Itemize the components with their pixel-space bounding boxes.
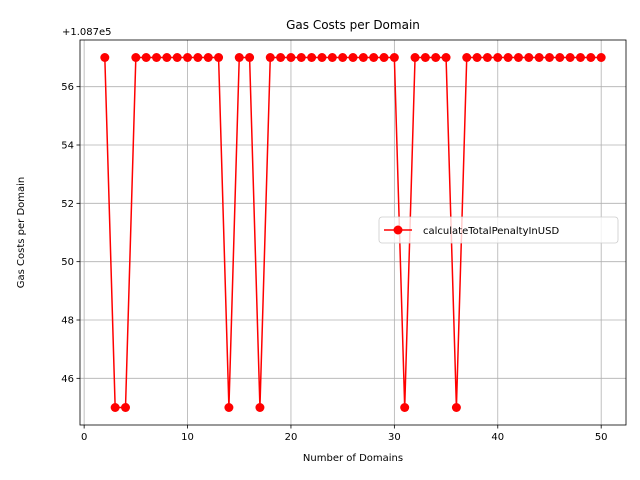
data-point <box>544 53 554 62</box>
y-tick-label: 50 <box>61 257 74 268</box>
legend-entry-label: calculateTotalPenaltyInUSD <box>423 226 559 237</box>
grid <box>80 40 626 425</box>
data-point <box>317 53 327 62</box>
data-point <box>503 53 513 62</box>
data-point <box>482 53 492 62</box>
data-point <box>369 53 379 62</box>
x-tick-label: 10 <box>181 432 194 443</box>
y-tick-label: 52 <box>61 199 74 210</box>
data-point <box>100 53 110 62</box>
data-point <box>586 53 596 62</box>
legend: calculateTotalPenaltyInUSD <box>378 216 619 244</box>
data-point <box>141 53 151 62</box>
y-tick-label: 56 <box>61 82 74 93</box>
data-point <box>451 403 461 412</box>
data-point <box>224 403 234 412</box>
data-point <box>296 53 306 62</box>
legend-swatch-marker <box>393 225 403 235</box>
data-point <box>327 53 337 62</box>
data-point <box>513 53 523 62</box>
data-point <box>152 53 162 62</box>
data-point <box>338 53 348 62</box>
data-point <box>462 53 472 62</box>
data-point <box>431 53 441 62</box>
x-tick-label: 30 <box>388 432 401 443</box>
x-tick-label: 0 <box>81 432 87 443</box>
y-axis-offset-label: +1.087e5 <box>62 27 112 38</box>
data-point <box>348 53 358 62</box>
data-point <box>172 53 182 62</box>
data-point <box>420 53 430 62</box>
data-point <box>389 53 399 62</box>
data-point <box>524 53 534 62</box>
data-point <box>307 53 317 62</box>
series-layer <box>100 53 606 412</box>
legend-box <box>378 216 619 244</box>
x-axis-label: Number of Domains <box>303 453 403 464</box>
data-point <box>441 53 451 62</box>
data-point <box>596 53 606 62</box>
data-point <box>576 53 585 62</box>
data-point <box>183 53 193 62</box>
data-point <box>110 403 120 412</box>
data-point <box>265 53 275 62</box>
data-point <box>379 53 389 62</box>
data-point <box>565 53 575 62</box>
data-point <box>121 403 130 412</box>
data-point <box>234 53 244 62</box>
x-tick-label: 40 <box>491 432 504 443</box>
data-point <box>245 53 255 62</box>
data-point <box>131 53 141 62</box>
data-point <box>203 53 213 62</box>
x-tick-label: 50 <box>595 432 608 443</box>
y-tick-label: 54 <box>61 141 74 152</box>
data-point <box>472 53 482 62</box>
data-point <box>410 53 420 62</box>
data-point <box>400 403 410 412</box>
data-point <box>555 53 565 62</box>
plot-area-frame <box>79 39 627 426</box>
y-tick-label: 46 <box>61 374 74 385</box>
data-point <box>193 53 203 62</box>
data-point <box>255 403 265 412</box>
data-point <box>493 53 503 62</box>
data-point <box>162 53 172 62</box>
y-tick-label: 48 <box>61 316 74 327</box>
y-axis-label: Gas Costs per Domain <box>16 177 27 288</box>
x-tick-label: 20 <box>285 432 298 443</box>
data-point <box>286 53 296 62</box>
chart-title: Gas Costs per Domain <box>286 18 420 32</box>
data-point <box>214 53 224 62</box>
data-point <box>276 53 286 62</box>
data-point <box>358 53 368 62</box>
data-point <box>534 53 544 62</box>
axis-ticks: 0 10 20 30 40 50 46 48 50 52 54 56 <box>61 82 607 443</box>
